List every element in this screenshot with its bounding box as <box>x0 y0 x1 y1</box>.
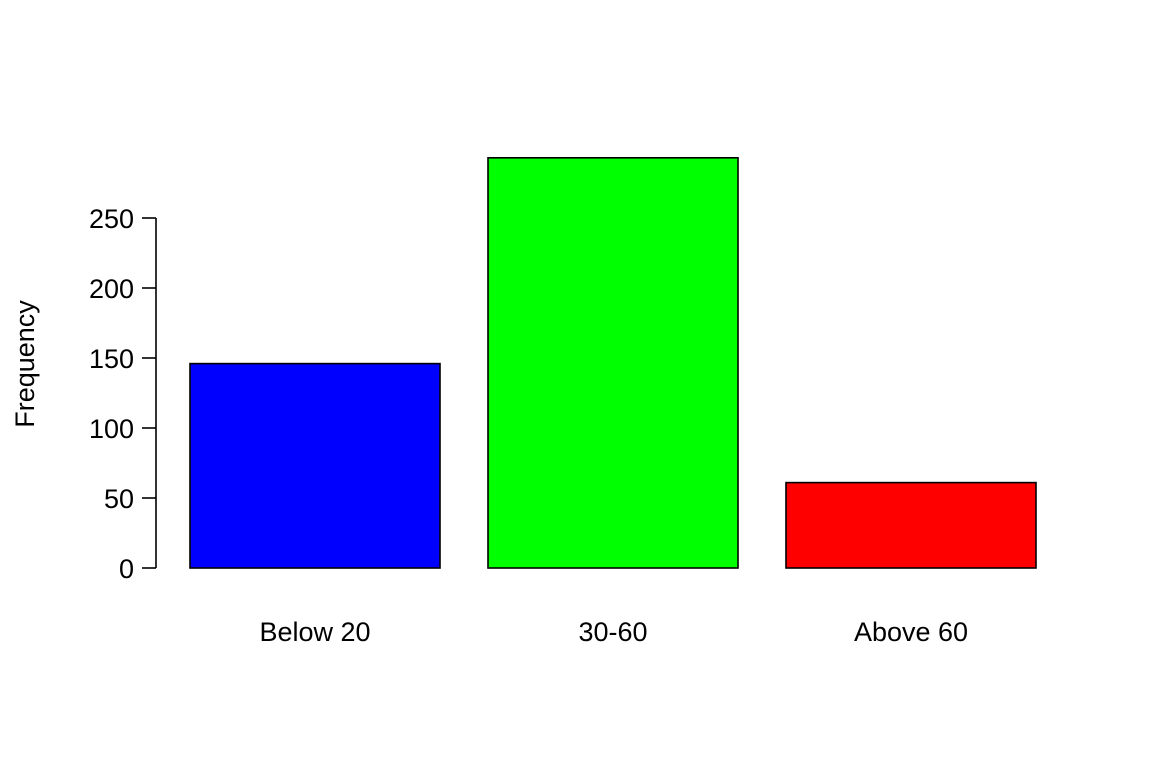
x-category-label: 30-60 <box>578 617 647 647</box>
y-tick-label: 100 <box>89 414 134 444</box>
x-axis-labels: Below 20 30-60 Above 60 <box>259 617 968 647</box>
y-tick-label: 250 <box>89 204 134 234</box>
y-tick-label: 50 <box>104 484 134 514</box>
y-tick-label: 200 <box>89 274 134 304</box>
y-axis-title: Frequency <box>10 300 40 428</box>
bar-above-60 <box>785 481 1037 569</box>
x-category-label: Above 60 <box>854 617 968 647</box>
bar-30-60 <box>487 157 739 569</box>
y-tick-label: 150 <box>89 344 134 374</box>
bars <box>189 157 1037 569</box>
y-axis: 0 50 100 150 200 250 <box>89 204 157 584</box>
x-category-label: Below 20 <box>259 617 370 647</box>
bar-below-20 <box>189 362 441 569</box>
y-tick-label: 0 <box>119 554 134 584</box>
